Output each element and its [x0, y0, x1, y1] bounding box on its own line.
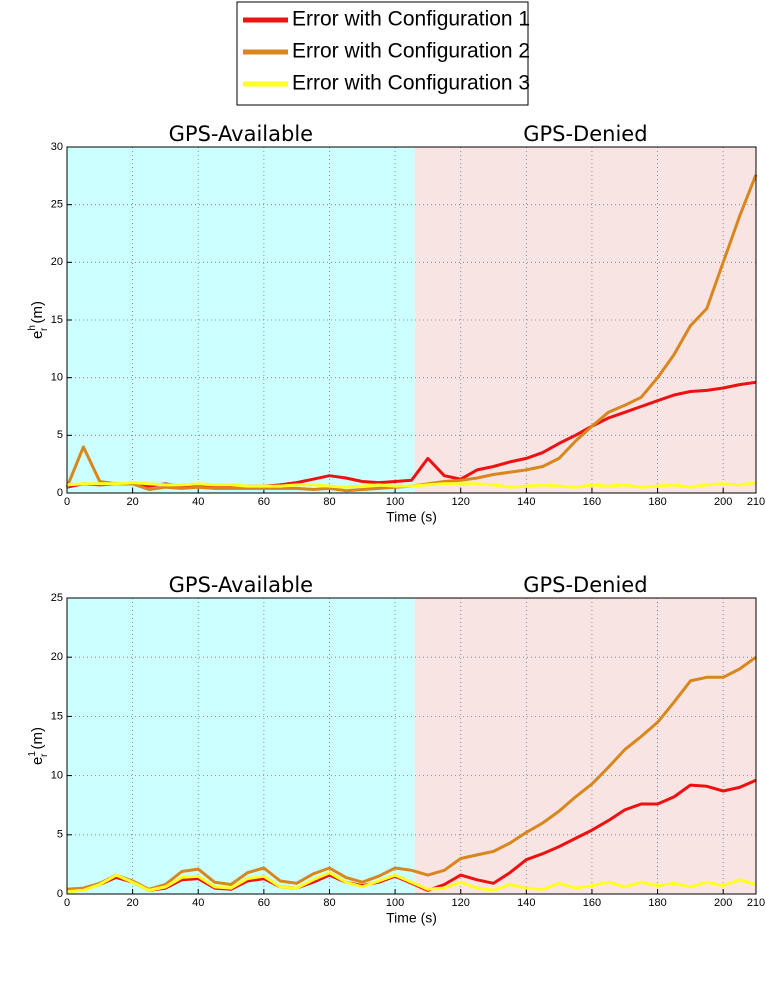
x-tick-label: 140: [517, 897, 535, 909]
x-tick-label: 100: [386, 496, 404, 508]
x-tick-label: 20: [126, 897, 138, 909]
y-tick-label: 15: [51, 314, 63, 326]
series-line: [66, 481, 757, 489]
y-label-base: e: [29, 331, 46, 339]
x-tick-label: 180: [648, 496, 666, 508]
y-tick-label: 0: [57, 888, 63, 900]
x-tick-label: 40: [192, 897, 204, 909]
plot-frame: [66, 597, 757, 895]
y-label-sub: r: [39, 327, 50, 331]
region: [414, 147, 756, 493]
x-tick-label: 80: [323, 897, 335, 909]
x-axis-label: Time (s): [386, 509, 437, 525]
y-label-unit: (m): [29, 727, 46, 754]
x-tick-label: 60: [258, 897, 270, 909]
x-tick-label: 200: [714, 496, 732, 508]
y-tick-label: 5: [57, 429, 63, 441]
y-label-sub: r: [39, 753, 50, 757]
region-label: GPS-Available: [169, 573, 313, 597]
legend-label: Error with Configuration 1: [292, 8, 530, 31]
x-tick-label: 0: [64, 496, 70, 508]
y-axis-label: e1r (m): [27, 727, 50, 765]
region-label: GPS-Denied: [523, 573, 647, 597]
x-tick-label: 120: [452, 897, 470, 909]
x-tick-label: 40: [192, 496, 204, 508]
y-tick-label: 25: [51, 592, 63, 604]
legend-label: Error with Configuration 3: [292, 72, 530, 95]
region: [67, 147, 415, 493]
x-tick-label: 120: [452, 496, 470, 508]
x-tick-label: 60: [258, 496, 270, 508]
x-tick-label: 180: [648, 897, 666, 909]
x-tick-label: 140: [517, 496, 535, 508]
y-tick-label: 20: [51, 256, 63, 268]
y-tick-label: 15: [51, 710, 63, 722]
plot-frame: [66, 146, 757, 494]
region-label: GPS-Denied: [523, 122, 647, 146]
x-tick-label: 80: [323, 496, 335, 508]
y-tick-label: 5: [57, 829, 63, 841]
x-tick-label: 0: [64, 897, 70, 909]
y-tick-label: 20: [51, 651, 63, 663]
y-tick-label: 25: [51, 199, 63, 211]
series-line: [66, 655, 757, 891]
x-tick-label: 20: [126, 496, 138, 508]
x-tick-label: 100: [386, 897, 404, 909]
x-tick-label: 200: [714, 897, 732, 909]
series-line: [66, 871, 757, 894]
y-label-base: e: [29, 757, 46, 765]
x-axis-label: Time (s): [386, 910, 437, 926]
x-tick-label: 210: [747, 496, 765, 508]
y-tick-label: 0: [57, 487, 63, 499]
region: [414, 598, 756, 894]
region: [67, 598, 415, 894]
y-tick-label: 10: [51, 770, 63, 782]
region-label: GPS-Available: [169, 122, 313, 146]
y-tick-label: 10: [51, 372, 63, 384]
x-tick-label: 160: [583, 897, 601, 909]
y-label-sup: h: [27, 325, 38, 331]
x-tick-label: 210: [747, 897, 765, 909]
y-label-unit: (m): [29, 301, 46, 328]
y-tick-label: 30: [51, 141, 63, 153]
y-label-sup: 1: [27, 751, 38, 757]
legend-label: Error with Configuration 2: [292, 40, 530, 63]
x-tick-label: 160: [583, 496, 601, 508]
y-axis-label: ehr (m): [27, 301, 50, 339]
